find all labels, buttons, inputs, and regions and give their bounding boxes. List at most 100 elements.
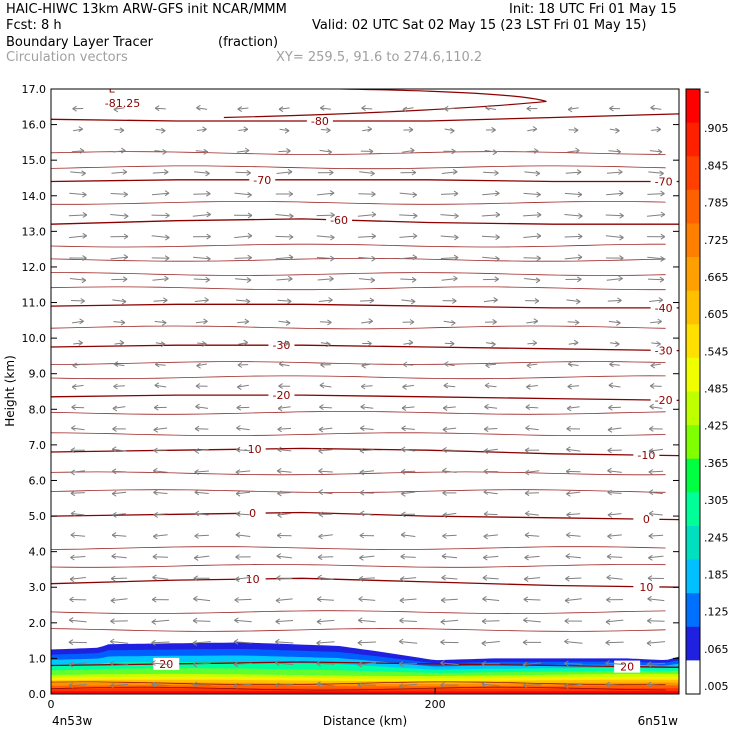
wind-vector <box>69 255 87 262</box>
wind-vector <box>524 469 540 476</box>
wind-vector <box>605 618 624 625</box>
wind-vector <box>523 596 541 603</box>
wind-vector <box>109 638 129 645</box>
wind-vector <box>114 127 125 134</box>
wind-vector <box>155 341 166 348</box>
wind-vector <box>607 533 622 540</box>
wind-vector <box>194 170 210 177</box>
wind-vector <box>358 575 375 582</box>
isotherm-label-bg <box>650 344 677 357</box>
isotherm-3 <box>51 447 679 457</box>
wind-vector <box>357 661 376 668</box>
wind-vector <box>566 532 581 538</box>
wind-vector <box>607 297 622 304</box>
wind-vector <box>109 682 129 689</box>
isotherm-label-bg <box>614 660 641 673</box>
wind-vector <box>403 126 414 133</box>
wind-vector <box>235 277 252 284</box>
colorbar-label: .065 <box>704 643 729 656</box>
wind-vector <box>524 170 541 177</box>
wind-vector <box>113 383 125 390</box>
wind-vector <box>113 319 126 326</box>
wind-vector <box>482 276 499 283</box>
wind-vector <box>605 255 624 262</box>
wind-vector <box>110 575 128 582</box>
wind-vector <box>316 618 335 625</box>
colorbar: – .905 .845 .785 .725 .665 .605 .545 .485 .425 .36… <box>685 85 729 695</box>
wind-vector <box>275 254 294 261</box>
wind-vector <box>568 339 579 346</box>
wind-vector <box>525 148 539 154</box>
wind-vector <box>154 105 166 112</box>
y-axis-label: Height (km) <box>3 355 17 426</box>
isotherm-label-bg <box>249 173 276 186</box>
wind-vector <box>608 148 621 155</box>
wind-vector <box>110 597 128 604</box>
colorbar-swatch <box>686 626 700 661</box>
wind-vector <box>152 169 169 176</box>
thin-contour-7 <box>51 471 666 476</box>
wind-vector <box>69 596 87 603</box>
wind-vector <box>318 447 333 454</box>
wind-vector <box>275 618 294 625</box>
wind-vector <box>195 403 209 410</box>
wind-vector <box>318 297 333 303</box>
wind-vector <box>608 382 621 389</box>
wind-vector <box>607 512 622 518</box>
wind-vector <box>111 446 127 453</box>
wind-vector <box>609 361 620 368</box>
y-tick-label: 1.0 <box>29 652 47 665</box>
wind-vector <box>564 254 583 261</box>
field-units: (fraction) <box>218 35 279 50</box>
wind-vector <box>317 275 334 282</box>
colorbar-label: .605 <box>704 308 729 321</box>
wind-vector <box>402 383 414 390</box>
wind-vector <box>441 553 458 560</box>
wind-vector <box>647 575 664 582</box>
wind-vector <box>192 233 211 240</box>
wind-vector <box>647 255 665 262</box>
wind-vector <box>523 211 542 218</box>
wind-vector <box>111 553 127 560</box>
wind-vector <box>358 191 376 198</box>
header-title: HAIC-HIWC 13km ARW-GFS init NCAR/MMM <box>6 2 287 17</box>
wind-vector <box>526 362 538 369</box>
wind-vector <box>482 595 500 602</box>
wind-vector <box>646 211 666 218</box>
wind-vector <box>650 104 662 111</box>
x-tick-label: 200 <box>425 698 446 711</box>
wind-vector <box>442 489 457 496</box>
wind-vector <box>113 147 126 154</box>
wind-vector <box>72 362 84 369</box>
wind-vector <box>486 341 496 348</box>
x-left-endpoint-label: 4n53w <box>52 714 93 728</box>
wind-vector <box>153 489 168 496</box>
thin-contour-12 <box>51 325 666 330</box>
thin-contour-11 <box>51 361 666 365</box>
wind-vector <box>151 681 170 688</box>
wind-vector <box>608 404 621 411</box>
isotherm-label: -60 <box>330 214 348 227</box>
wind-vector <box>444 127 455 134</box>
thin-contour-17 <box>51 201 666 205</box>
wind-vector <box>236 510 250 517</box>
thin-contour-0 <box>51 686 666 691</box>
wind-vector <box>152 553 169 560</box>
wind-vector <box>483 170 499 176</box>
wind-vector <box>237 384 249 391</box>
thin-contour-15 <box>51 258 666 262</box>
wind-vector <box>568 127 579 134</box>
wind-vector <box>236 298 251 305</box>
wind-vector <box>650 362 662 369</box>
colorbar-swatch <box>686 257 700 292</box>
colorbar-label: .005 <box>704 680 729 693</box>
wind-vector <box>277 405 291 412</box>
wind-vector <box>151 639 170 646</box>
wind-vector <box>155 127 166 134</box>
wind-vector <box>649 403 663 410</box>
circulation-vectors <box>68 104 666 689</box>
wind-vector <box>278 383 291 390</box>
wind-vector <box>110 233 129 240</box>
wind-vector <box>234 212 253 219</box>
wind-vector <box>316 640 335 647</box>
